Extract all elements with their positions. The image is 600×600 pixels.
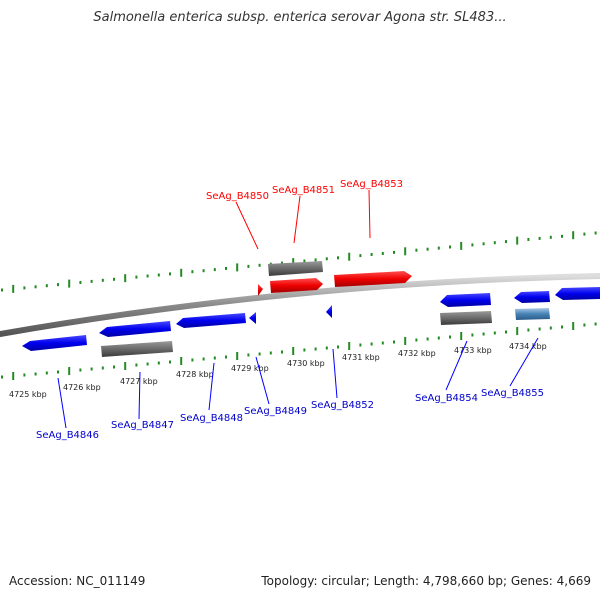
gene-label-b4855[interactable]: SeAg_B4855 [481, 388, 544, 399]
gene-label-b4852[interactable]: SeAg_B4852 [311, 400, 374, 411]
feature-gray-upper[interactable] [268, 261, 323, 276]
gene-sea-b4853[interactable] [334, 271, 412, 287]
gene-label-b4850[interactable]: SeAg_B4850 [206, 191, 269, 202]
gene-sea-b4851[interactable] [270, 278, 323, 293]
kbp-label: 4732 kbp [398, 349, 436, 358]
upper-tick-row [1, 231, 597, 293]
kbp-label: 4734 kbp [509, 342, 547, 351]
gene-sea-b4852[interactable] [326, 305, 332, 318]
accession-text: Accession: NC_011149 [9, 574, 146, 588]
gene-label-b4847[interactable]: SeAg_B4847 [111, 420, 174, 431]
kbp-label: 4730 kbp [287, 359, 325, 368]
gene-label-b4849[interactable]: SeAg_B4849 [244, 406, 307, 417]
gene-label-b4846[interactable]: SeAg_B4846 [36, 430, 99, 441]
top-label-leaders [235, 189, 371, 250]
kbp-label: 4728 kbp [176, 370, 214, 379]
lower-tick-row [1, 322, 597, 380]
gene-sea-b4855[interactable] [514, 291, 550, 303]
genome-summary-text: Topology: circular; Length: 4,798,660 bp… [261, 574, 591, 588]
gene-label-b4854[interactable]: SeAg_B4854 [415, 393, 478, 404]
feature-steel-lower-right[interactable] [515, 308, 550, 320]
kbp-label: 4725 kbp [9, 390, 47, 399]
gene-sea-b4854[interactable] [440, 293, 491, 307]
gene-label-b4848[interactable]: SeAg_B4848 [180, 413, 243, 424]
gene-label-b4853[interactable]: SeAg_B4853 [340, 179, 403, 190]
kbp-label: 4726 kbp [63, 383, 101, 392]
gene-label-b4851[interactable]: SeAg_B4851 [272, 185, 335, 196]
kbp-labels: 4725 kbp 4726 kbp 4727 kbp 4728 kbp 4729… [9, 342, 547, 399]
kbp-label: 4729 kbp [231, 364, 269, 373]
kbp-label: 4731 kbp [342, 353, 380, 362]
gene-sea-b4847[interactable] [99, 321, 171, 337]
kbp-label: 4733 kbp [454, 346, 492, 355]
gene-edge-right[interactable] [555, 287, 600, 300]
kbp-label: 4727 kbp [120, 377, 158, 386]
gene-sea-b4850[interactable] [258, 284, 263, 296]
gene-sea-b4849[interactable] [249, 312, 256, 324]
gene-sea-b4846[interactable] [22, 335, 87, 351]
genome-title: Salmonella enterica subsp. enterica sero… [93, 10, 507, 25]
feature-gray-lower-right[interactable] [440, 311, 492, 325]
bottom-label-leaders [57, 337, 539, 429]
gene-sea-b4848[interactable] [176, 313, 246, 328]
feature-gray-lower-left[interactable] [101, 341, 173, 357]
genome-backbone [0, 273, 600, 337]
